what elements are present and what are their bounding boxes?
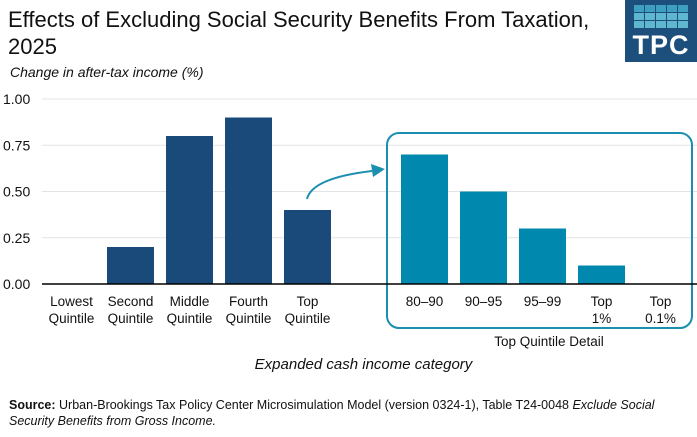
- logo-square: [634, 21, 644, 28]
- logo-square: [678, 21, 688, 28]
- bar: [401, 154, 448, 284]
- x-tick-label: Middle: [170, 294, 210, 309]
- bar: [107, 247, 154, 284]
- logo-square: [645, 21, 655, 28]
- logo-square: [667, 5, 677, 12]
- group-label: Top Quintile Detail: [494, 334, 604, 349]
- logo-text: TPC: [632, 30, 690, 60]
- x-tick-label: Top: [297, 294, 319, 309]
- y-tick-label: 0.00: [3, 276, 30, 292]
- x-axis-label: Expanded cash income category: [254, 356, 473, 373]
- logo-square: [645, 5, 655, 12]
- top-quintile-detail-box: [386, 132, 693, 329]
- callout-arrow: [306, 170, 373, 200]
- x-tick-label: 0.1%: [645, 311, 676, 326]
- source-label: Source:: [9, 398, 56, 412]
- x-tick-label: 90–95: [465, 294, 503, 309]
- logo-square: [645, 13, 655, 20]
- source-note: Source: Urban-Brookings Tax Policy Cente…: [9, 397, 689, 429]
- logo-square: [634, 13, 644, 20]
- logo-square: [656, 5, 666, 12]
- source-text: Urban-Brookings Tax Policy Center Micros…: [55, 398, 573, 412]
- arrow-head-icon: [371, 164, 385, 177]
- chart-subtitle: Change in after-tax income (%): [10, 64, 204, 80]
- x-tick-label: Top: [650, 294, 672, 309]
- logo-square: [667, 13, 677, 20]
- x-tick-label: Fourth: [229, 294, 268, 309]
- x-tick-label: Quintile: [108, 311, 154, 326]
- chart-title: Effects of Excluding Social Security Ben…: [8, 7, 590, 59]
- x-tick-label: 80–90: [406, 294, 444, 309]
- x-tick-label: Quintile: [167, 311, 213, 326]
- x-tick-label: Quintile: [285, 311, 331, 326]
- bar: [519, 228, 566, 284]
- bar: [460, 191, 507, 284]
- x-tick-label: Quintile: [49, 311, 95, 326]
- bar: [166, 136, 213, 284]
- logo-square: [656, 13, 666, 20]
- x-tick-label: Top: [591, 294, 613, 309]
- bar: [578, 265, 625, 284]
- logo-square: [634, 5, 644, 12]
- x-tick-label: Lowest: [50, 294, 93, 309]
- bar: [225, 117, 272, 284]
- source-italic: Exclude Social Security Benefits from Gr…: [9, 398, 655, 428]
- x-tick-label: Quintile: [226, 311, 272, 326]
- logo-square: [667, 21, 677, 28]
- x-tick-label: 1%: [592, 311, 612, 326]
- y-tick-label: 1.00: [3, 91, 30, 107]
- y-tick-label: 0.50: [3, 184, 30, 200]
- x-tick-label: 95–99: [524, 294, 562, 309]
- bar: [284, 210, 331, 284]
- tpc-logo: TPC: [625, 0, 697, 62]
- logo-square: [678, 5, 688, 12]
- logo-square: [678, 13, 688, 20]
- logo-square: [656, 21, 666, 28]
- x-tick-label: Second: [108, 294, 154, 309]
- y-tick-label: 0.75: [3, 137, 30, 153]
- y-tick-label: 0.25: [3, 230, 30, 246]
